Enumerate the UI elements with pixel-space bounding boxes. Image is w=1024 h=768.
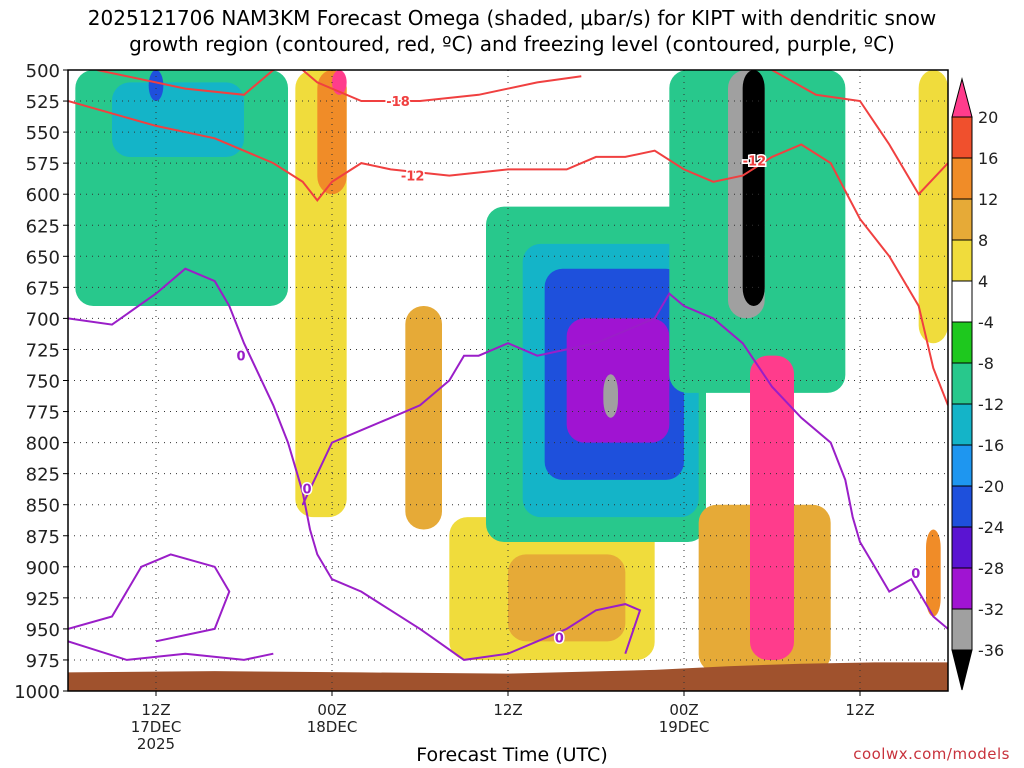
colorbar-segment-7 xyxy=(951,403,973,446)
colorbar-label-11: -28 xyxy=(978,559,1004,578)
red-contour-2 xyxy=(302,70,582,102)
y-tick-label-20: 1000 xyxy=(14,682,60,703)
omega-region-18 xyxy=(750,355,794,660)
colorbar-label-3: 8 xyxy=(978,231,988,250)
colorbar-segment-6 xyxy=(951,362,973,405)
y-tick-label-15: 875 xyxy=(26,527,60,548)
y-tick-label-14: 850 xyxy=(26,496,60,517)
colorbar-segment-8 xyxy=(951,444,973,487)
colorbar-arrow-bottom xyxy=(951,649,973,691)
y-tick-label-13: 825 xyxy=(26,465,60,486)
omega-region-13 xyxy=(603,374,618,418)
purple-contour-0 xyxy=(68,267,642,661)
y-axis: 500 525 550 575 600 625 650 675 700 725 750 775 800 8… xyxy=(14,61,68,703)
omega-shading xyxy=(68,70,948,691)
colorbar-label-5: -4 xyxy=(978,313,994,332)
colorbar-label-12: -32 xyxy=(978,600,1004,619)
omega-region-19 xyxy=(918,70,948,344)
colorbar-segment-0 xyxy=(951,116,973,159)
x-tick-label-1-1: 18DEC xyxy=(307,718,358,736)
y-tick-label-1: 525 xyxy=(26,92,60,113)
red-contour-0 xyxy=(68,100,948,406)
purple-contour-2 xyxy=(68,553,231,643)
colorbar: 20 16 12 8 4 -4 -8 -12 -16 -20 -24 -28 -32 -36 xyxy=(951,77,1004,691)
purple-contour-label-3: 0 xyxy=(911,567,920,582)
colorbar-segment-3 xyxy=(951,239,973,282)
y-tick-label-16: 900 xyxy=(26,558,60,579)
y-tick-label-18: 950 xyxy=(26,620,60,641)
y-tick-label-8: 700 xyxy=(26,309,60,330)
colorbar-label-0: 20 xyxy=(978,108,998,127)
y-tick-label-9: 725 xyxy=(26,340,60,361)
colorbar-label-7: -12 xyxy=(978,395,1004,414)
red-contour-label-0: -18 xyxy=(386,95,410,110)
y-tick-label-11: 775 xyxy=(26,403,60,424)
colorbar-label-13: -36 xyxy=(978,641,1004,660)
colorbar-segment-4 xyxy=(951,280,973,323)
omega-region-20 xyxy=(926,529,941,617)
y-tick-label-0: 500 xyxy=(26,61,60,82)
y-tick-label-17: 925 xyxy=(26,589,60,610)
red-contour-label-1: -12 xyxy=(401,170,425,185)
y-tick-label-5: 625 xyxy=(26,216,60,237)
x-tick-label-3-1: 19DEC xyxy=(659,718,710,736)
y-tick-label-10: 750 xyxy=(26,372,60,393)
omega-region-5 xyxy=(332,70,347,95)
purple-contour-label-0: 0 xyxy=(237,350,246,365)
omega-region-6 xyxy=(405,305,442,530)
y-tick-label-19: 975 xyxy=(26,651,60,672)
x-tick-label-4-0: 12Z xyxy=(845,701,874,719)
red-contour-3 xyxy=(771,70,948,196)
freezing-level-contours xyxy=(68,267,948,661)
x-tick-label-0-0: 12Z xyxy=(141,701,170,719)
y-tick-label-7: 675 xyxy=(26,278,60,299)
chart-title-line2: growth region (contoured, red, ºC) and f… xyxy=(129,32,895,56)
y-tick-label-2: 550 xyxy=(26,123,60,144)
colorbar-label-1: 16 xyxy=(978,149,998,168)
red-contour-1 xyxy=(97,70,274,96)
x-tick-label-0-1: 17DEC xyxy=(131,718,182,736)
credit-label: coolwx.com/models xyxy=(853,745,1010,763)
colorbar-segment-1 xyxy=(951,157,973,200)
colorbar-segment-10 xyxy=(951,526,973,569)
y-tick-label-12: 800 xyxy=(26,434,60,455)
purple-contour-3 xyxy=(68,640,274,661)
colorbar-label-10: -24 xyxy=(978,518,1004,537)
purple-contour-label-2: 0 xyxy=(555,632,564,647)
y-tick-label-6: 650 xyxy=(26,247,60,268)
y-tick-label-3: 575 xyxy=(26,154,60,175)
omega-region-12 xyxy=(566,318,670,443)
purple-contour-1 xyxy=(301,292,948,630)
colorbar-label-6: -8 xyxy=(978,354,994,373)
colorbar-segment-11 xyxy=(951,567,973,610)
colorbar-segment-2 xyxy=(951,198,973,241)
red-contour-label-2: -12 xyxy=(743,155,767,170)
x-tick-label-1-0: 00Z xyxy=(317,701,346,719)
purple-contour-label-1: 0 xyxy=(303,483,312,498)
colorbar-arrow-top xyxy=(951,77,973,118)
x-tick-label-3-0: 00Z xyxy=(669,701,698,719)
chart-title-line1: 2025121706 NAM3KM Forecast Omega (shaded… xyxy=(87,6,937,30)
x-tick-label-2-0: 12Z xyxy=(493,701,522,719)
omega-region-2 xyxy=(148,70,164,102)
colorbar-label-8: -16 xyxy=(978,436,1004,455)
colorbar-segment-5 xyxy=(951,321,973,364)
x-tick-label-0-2: 2025 xyxy=(137,735,175,753)
colorbar-segment-9 xyxy=(951,485,973,528)
y-tick-label-4: 600 xyxy=(26,185,60,206)
colorbar-label-9: -20 xyxy=(978,477,1004,496)
colorbar-label-2: 12 xyxy=(978,190,998,209)
omega-region-16 xyxy=(742,70,765,306)
colorbar-label-4: 4 xyxy=(978,272,988,291)
colorbar-segment-12 xyxy=(951,608,973,651)
x-axis-title: Forecast Time (UTC) xyxy=(416,744,608,766)
dendritic-contours xyxy=(68,70,948,406)
